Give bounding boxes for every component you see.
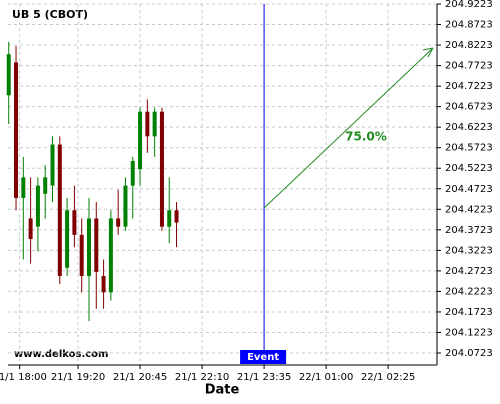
x-tick-label: 21/1 20:45 xyxy=(113,372,167,383)
candle-body xyxy=(6,54,11,96)
x-tick-label: 21/1 22:10 xyxy=(175,372,229,383)
candle-body xyxy=(116,218,121,227)
candle-body xyxy=(50,144,55,186)
event-label: Event xyxy=(247,352,279,363)
candle-body xyxy=(72,210,77,235)
y-tick-label: 204.8223 xyxy=(445,40,493,51)
y-tick-label: 204.7723 xyxy=(445,61,493,72)
y-tick-label: 204.5223 xyxy=(445,163,493,174)
candle-body xyxy=(94,218,99,272)
candle-body xyxy=(123,185,128,227)
candle-body xyxy=(159,111,164,227)
y-tick-label: 204.4723 xyxy=(445,184,493,195)
x-tick-label: 21/1 23:35 xyxy=(237,372,291,383)
forecast-arrow xyxy=(263,47,434,209)
candle-body xyxy=(14,62,19,198)
annotation: 75.0% xyxy=(345,130,387,144)
candle-body xyxy=(79,234,84,276)
y-tick-label: 204.1223 xyxy=(445,327,493,338)
watermark: www.delkos.com xyxy=(14,349,108,360)
y-tick-label: 204.2723 xyxy=(445,266,493,277)
y-tick-label: 204.9223 xyxy=(445,0,493,10)
candle-body xyxy=(130,160,135,186)
x-tick-label: 22/1 01:00 xyxy=(299,372,353,383)
candle-body xyxy=(28,218,33,239)
y-tick-label: 204.0723 xyxy=(445,348,493,359)
y-tick-label: 204.3223 xyxy=(445,245,493,256)
x-tick-label: 21/1 19:20 xyxy=(51,372,105,383)
y-tick-label: 204.4223 xyxy=(445,204,493,215)
candle-body xyxy=(174,210,179,223)
candle-body xyxy=(108,218,113,293)
candle-body xyxy=(21,177,26,198)
x-tick-label: 21/1 18:00 xyxy=(0,372,47,383)
candle-body xyxy=(65,210,70,268)
candle-body xyxy=(152,111,157,137)
candle-body xyxy=(86,218,91,276)
candle-body xyxy=(138,111,143,170)
candle-body xyxy=(167,210,172,227)
candle-body xyxy=(57,144,62,276)
y-tick-label: 204.1723 xyxy=(445,307,493,318)
plot-area xyxy=(8,4,437,365)
candle-body xyxy=(43,177,48,194)
y-tick-label: 204.7223 xyxy=(445,81,493,92)
y-tick-label: 204.2223 xyxy=(445,286,493,297)
candle-body xyxy=(35,185,40,227)
y-tick-label: 204.5723 xyxy=(445,143,493,154)
x-tick-label: 22/1 02:25 xyxy=(361,372,415,383)
y-tick-label: 204.8723 xyxy=(445,20,493,31)
y-tick-label: 204.6723 xyxy=(445,102,493,113)
candle-body xyxy=(101,275,106,293)
y-tick-label: 204.3723 xyxy=(445,225,493,236)
x-axis-label: Date xyxy=(205,383,240,398)
event-box xyxy=(240,350,287,364)
arrow-head xyxy=(422,47,434,58)
candle-body xyxy=(145,111,150,137)
y-tick-label: 204.6223 xyxy=(445,122,493,133)
chart-title: UB 5 (CBOT) xyxy=(12,8,88,21)
